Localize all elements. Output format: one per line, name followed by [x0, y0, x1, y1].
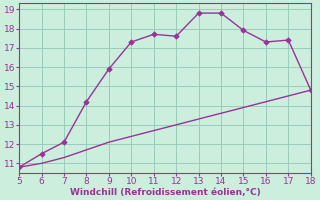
X-axis label: Windchill (Refroidissement éolien,°C): Windchill (Refroidissement éolien,°C) — [69, 188, 260, 197]
